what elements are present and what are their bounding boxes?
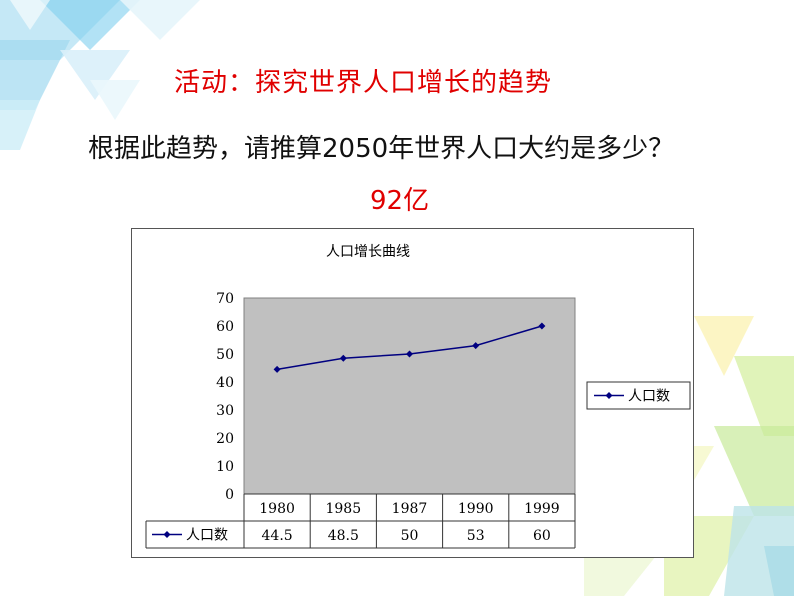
activity-heading: 活动：探究世界人口增长的趋势 [174,68,553,98]
data-point [406,350,413,358]
x-tick-label: 1990 [458,501,494,517]
legend-box [586,381,691,410]
data-point [538,322,546,330]
data-point [273,365,281,373]
chart-legend: 人口数 [586,381,691,410]
data-point [472,342,480,350]
data-value-label: 60 [533,528,551,544]
table-legend-marker [163,531,171,538]
y-tick-label: 10 [216,459,234,475]
x-tick-label: 1987 [392,501,428,517]
data-table: 1980 1985 1987 1990 1999 人口数 44.5 48.5 50 53 60 [145,493,576,549]
table-series-label: 人口数 [186,528,228,544]
y-tick-label: 30 [216,403,234,419]
y-tick-label: 0 [225,487,234,503]
chart-container: 人口增长曲线 0 10 20 30 40 50 60 70 人口数 1980 1985 1987 1… [131,228,694,558]
y-tick-label: 50 [216,347,234,363]
y-tick-label: 40 [216,375,234,391]
question-text: 根据此趋势，请推算2050年世界人口大约是多少？ [88,134,675,164]
y-tick-label: 20 [216,431,234,447]
plot-area [243,297,576,495]
data-point [339,354,347,362]
chart-title: 人口增长曲线 [326,244,410,260]
data-value-label: 48.5 [328,528,359,544]
legend-label: 人口数 [628,389,670,405]
data-value-label: 44.5 [262,528,293,544]
data-value-label: 53 [467,528,485,544]
answer-text: 92亿 [370,186,430,216]
y-tick-label: 70 [216,291,234,307]
data-value-label: 50 [401,528,419,544]
y-tick-label: 60 [216,319,234,335]
legend-marker [605,392,613,399]
x-tick-label: 1985 [325,501,361,517]
x-tick-label: 1999 [524,501,560,517]
x-tick-label: 1980 [259,501,295,517]
